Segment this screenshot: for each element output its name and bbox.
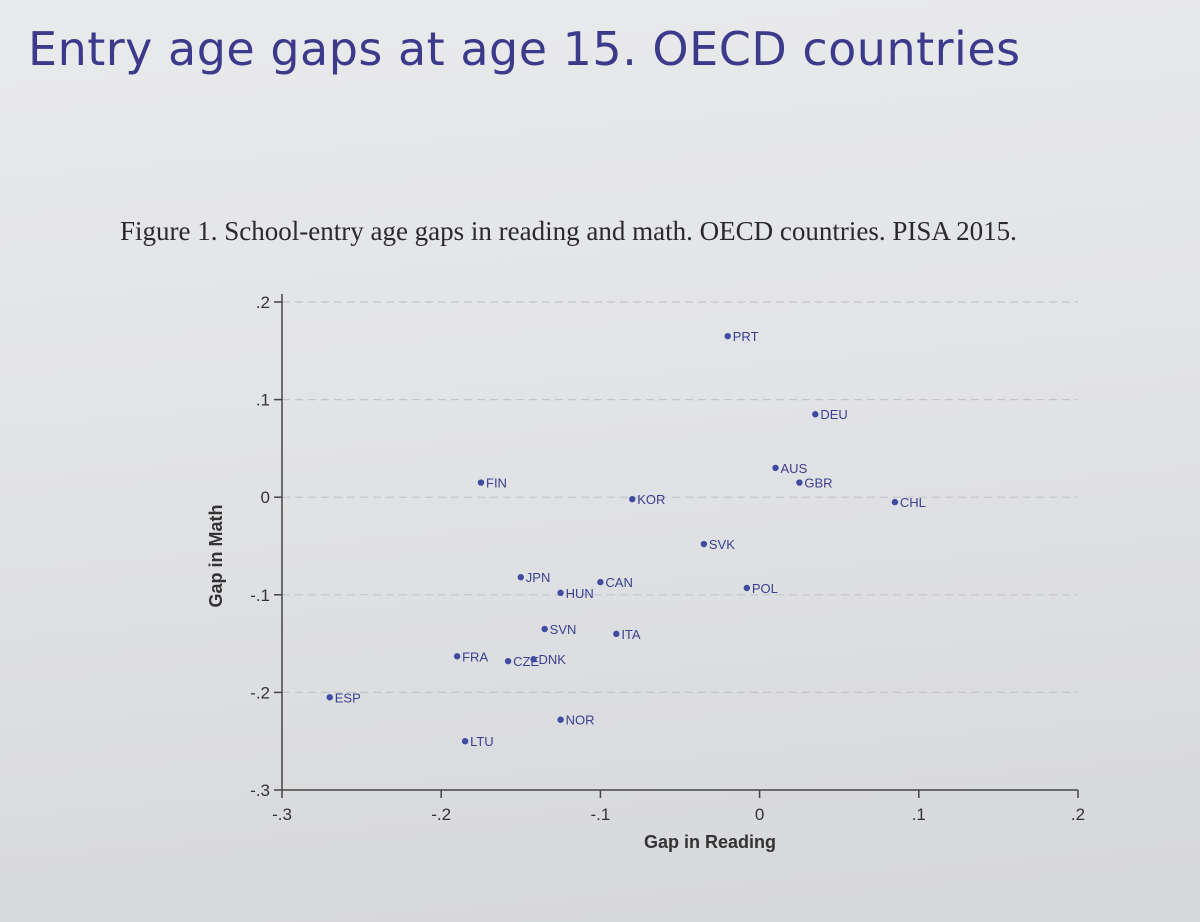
data-point-nor [557, 716, 564, 723]
data-point-ita [613, 630, 620, 638]
point-label-gbr: GBR [804, 476, 832, 491]
point-label-dnk: DNK [539, 652, 567, 667]
data-point-fin [477, 479, 485, 486]
data-point-svk [700, 540, 708, 548]
x-tick-label: -.2 [431, 805, 451, 824]
data-point-dnk [530, 656, 537, 663]
data-point-jpn [517, 574, 524, 581]
data-point-aus [772, 464, 779, 472]
x-tick-label: .1 [912, 805, 926, 824]
y-tick-label: .1 [256, 391, 270, 410]
data-point-deu [812, 411, 819, 418]
slide-title: Entry age gaps at age 15. OECD countries [28, 22, 1021, 76]
point-label-deu: DEU [820, 407, 847, 422]
data-point-can [597, 578, 604, 586]
data-point-pol [743, 584, 751, 592]
x-axis-title: Gap in Reading [644, 832, 776, 852]
data-point-ltu [461, 738, 469, 745]
data-point-cze [504, 657, 512, 665]
x-tick-label: 0 [755, 805, 764, 824]
data-point-prt [724, 332, 731, 340]
y-tick-label: .2 [256, 293, 270, 312]
y-axis-title: Gap in Math [206, 505, 226, 608]
x-tick-label: .2 [1071, 805, 1085, 824]
point-label-chl: CHL [900, 495, 926, 510]
point-label-can: CAN [605, 575, 632, 590]
y-tick-label: -.3 [250, 781, 270, 800]
data-point-gbr [796, 479, 803, 486]
point-label-ita: ITA [621, 627, 641, 642]
point-label-nor: NOR [566, 713, 595, 728]
point-label-prt: PRT [733, 329, 759, 344]
point-label-esp: ESP [335, 690, 361, 705]
x-tick-label: -.3 [272, 805, 292, 824]
point-label-hun: HUN [566, 586, 594, 601]
point-label-fin: FIN [486, 476, 507, 491]
data-point-esp [326, 694, 333, 701]
point-label-ltu: LTU [470, 734, 494, 749]
point-label-fra: FRA [462, 649, 488, 664]
grid-layer [282, 301, 1078, 694]
point-label-jpn: JPN [526, 570, 551, 585]
point-label-svn: SVN [550, 622, 577, 637]
axis-layer: -.3 -.2 -.1 0 .1 .2 -.3 -.2 -.1 0 .1 .2 Gap in Readi… [206, 293, 1085, 852]
data-point-kor [629, 495, 636, 503]
data-point-chl [891, 498, 899, 506]
data-point-hun [557, 589, 564, 597]
y-tick-label: -.1 [250, 586, 270, 605]
data-point-svn [541, 625, 548, 633]
y-tick-label: -.2 [250, 683, 270, 702]
point-label-kor: KOR [637, 492, 665, 507]
y-tick-label: 0 [261, 488, 270, 507]
x-tick-label: -.1 [590, 805, 610, 824]
point-label-pol: POL [752, 581, 778, 596]
point-label-aus: AUS [781, 461, 808, 476]
point-label-svk: SVK [709, 537, 735, 552]
data-point-fra [453, 653, 461, 660]
figure-caption: Figure 1. School-entry age gaps in readi… [120, 216, 1017, 246]
